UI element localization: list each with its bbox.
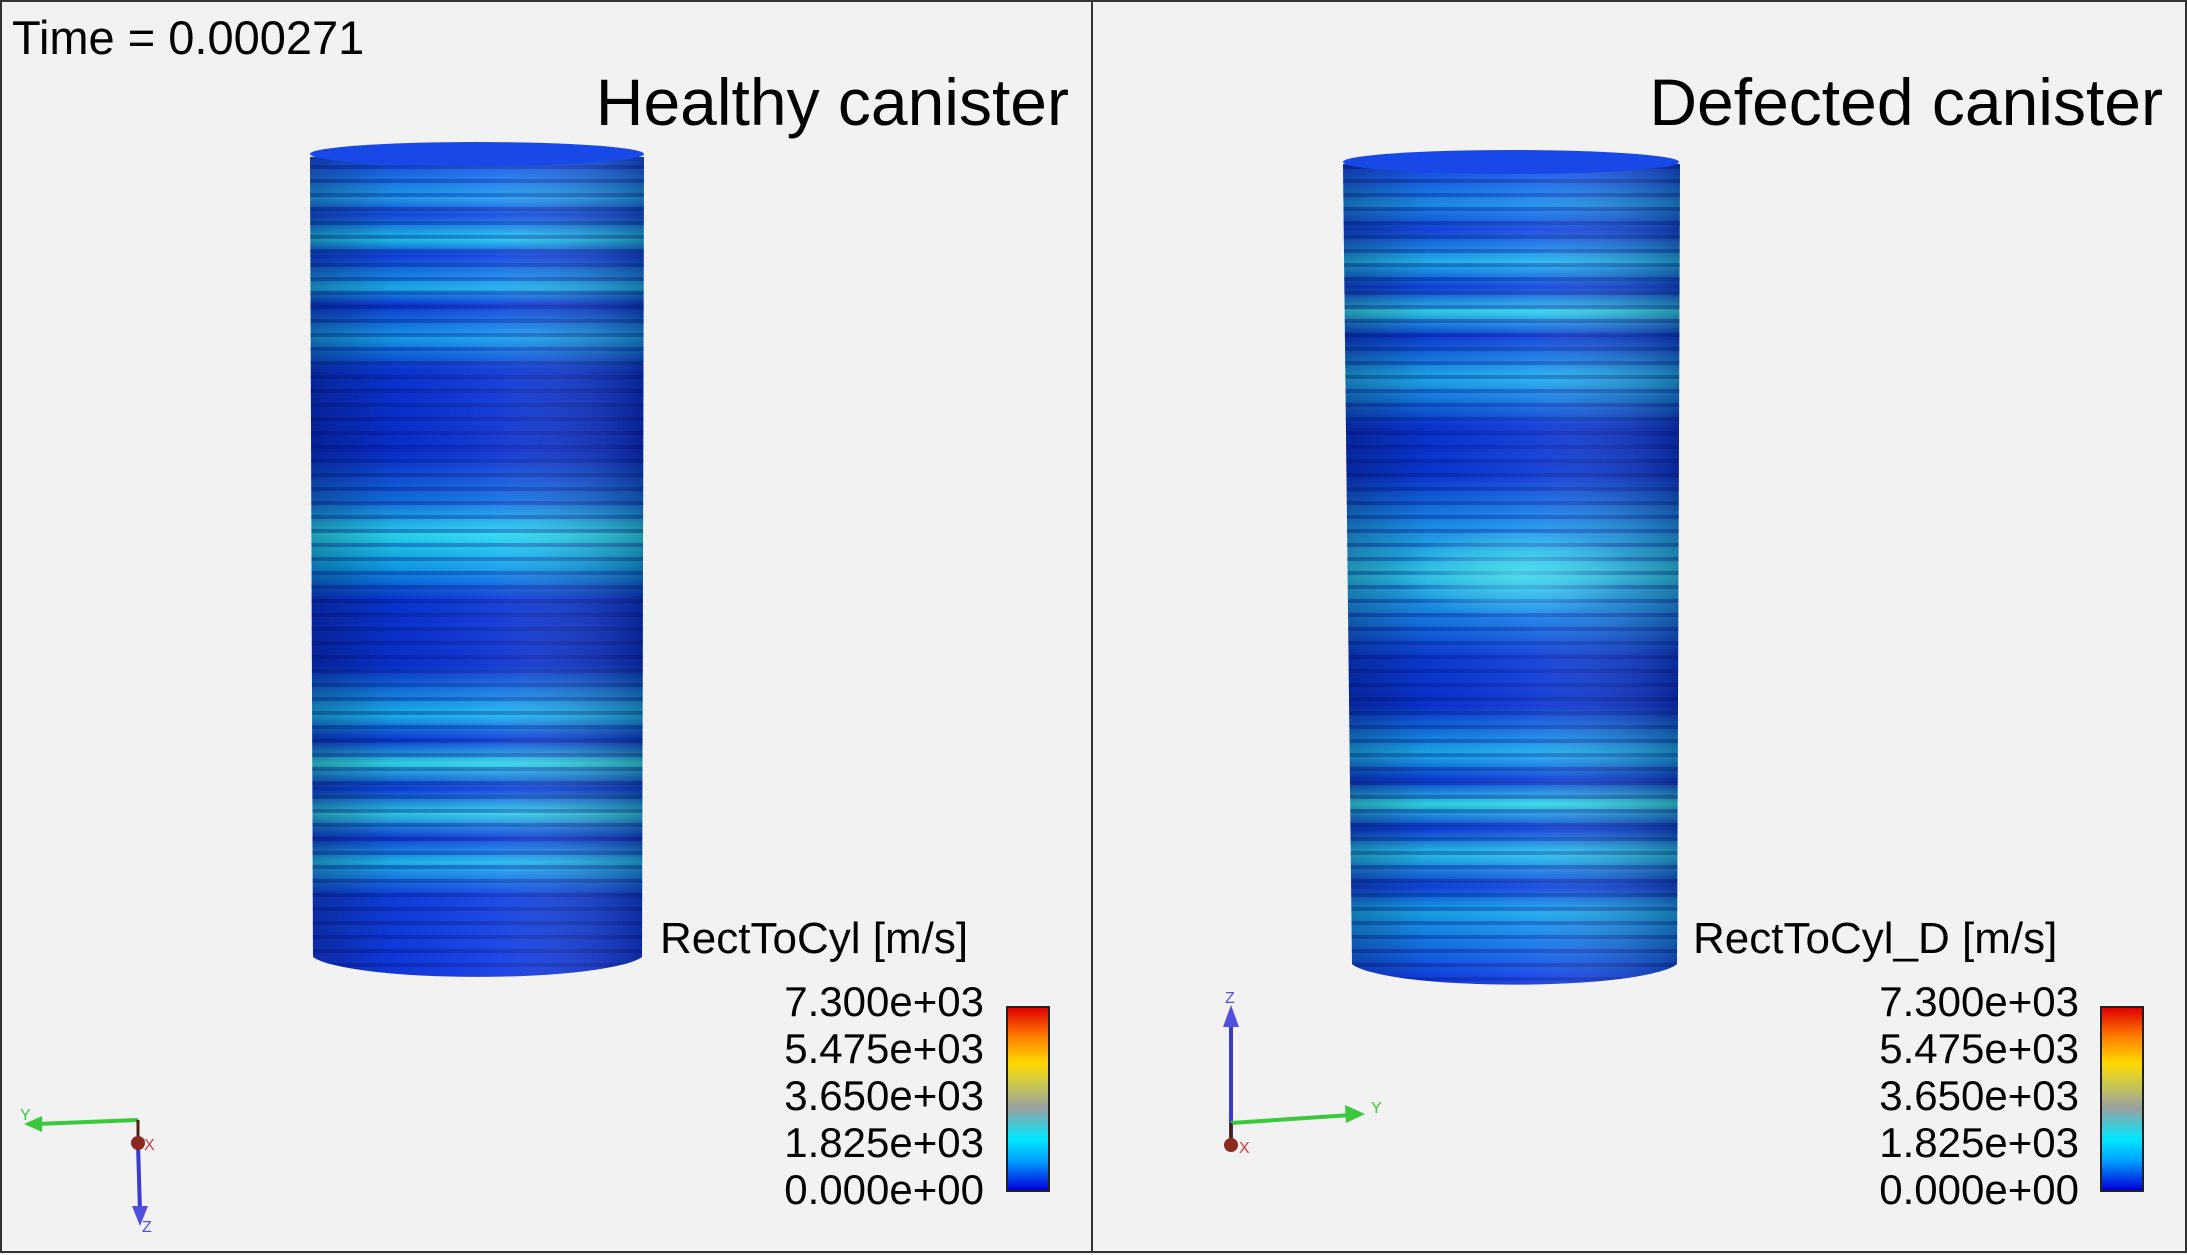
viewport-healthy[interactable]: Time = 0.000271 Healthy canister (0, 0, 1093, 1253)
axis-label-x: X (144, 1137, 155, 1154)
legend-tick-2: 3.650e+03 (784, 1072, 984, 1119)
axis-label-y: Y (1371, 1100, 1382, 1117)
legend-tick-3: 5.475e+03 (1879, 1025, 2079, 1072)
time-label: Time = 0.000271 (12, 11, 365, 64)
orientation-axes-triad: Y X Z (20, 1107, 155, 1236)
colorbar (1006, 1006, 1050, 1192)
legend-tick-min: 0.000e+00 (1879, 1166, 2079, 1213)
legend-tick-2: 3.650e+03 (1879, 1072, 2079, 1119)
defected-canister-title: Defected canister (1649, 65, 2163, 139)
healthy-canister-title: Healthy canister (595, 65, 1069, 139)
colorbar (2100, 1006, 2144, 1192)
legend-title: RectToCyl [m/s] (660, 914, 969, 963)
legend-title: RectToCyl_D [m/s] (1693, 914, 2058, 963)
legend-tick-3: 5.475e+03 (784, 1025, 984, 1072)
legend-tick-labels: 7.300e+03 5.475e+03 3.650e+03 1.825e+03 … (1793, 978, 2079, 1213)
legend-tick-1: 1.825e+03 (1879, 1119, 2079, 1166)
legend-tick-max: 7.300e+03 (784, 978, 984, 1025)
legend-tick-1: 1.825e+03 (784, 1119, 984, 1166)
axis-label-x: X (1239, 1140, 1250, 1157)
legend-tick-min: 0.000e+00 (784, 1166, 984, 1213)
legend-tick-max: 7.300e+03 (1879, 978, 2079, 1025)
axis-label-z: Z (142, 1219, 152, 1236)
axis-label-y: Y (20, 1107, 31, 1124)
legend-tick-labels: 7.300e+03 5.475e+03 3.650e+03 1.825e+03 … (702, 978, 984, 1213)
healthy-canister-cylinder[interactable] (2, 2, 1093, 1253)
defected-canister-cylinder[interactable] (1093, 2, 2187, 1253)
viewport-defected[interactable]: Defected canister (1091, 0, 2187, 1253)
orientation-axes-triad: Z Y X (1223, 990, 1382, 1157)
axis-label-z: Z (1225, 990, 1235, 1007)
